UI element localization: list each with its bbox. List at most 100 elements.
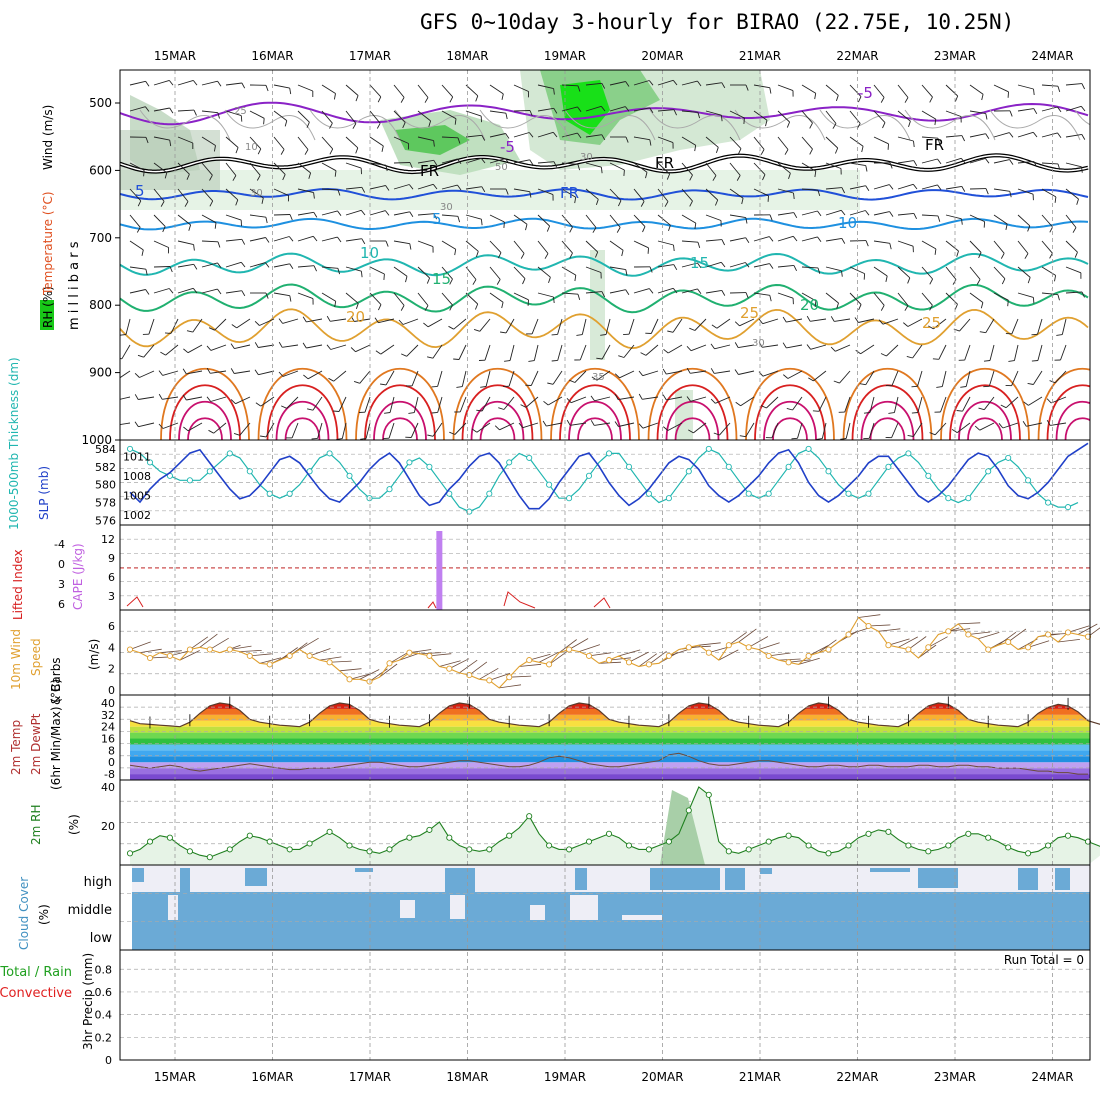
slp-tick-label: 1008 bbox=[123, 470, 151, 483]
thickness-line-point bbox=[406, 459, 413, 466]
wind10m-barb bbox=[399, 652, 421, 661]
wind-barb-flag bbox=[649, 266, 653, 273]
wind-barb bbox=[1061, 318, 1067, 335]
wind-barb bbox=[633, 288, 650, 294]
wind-barb-flag bbox=[596, 357, 603, 360]
cloud-high-block bbox=[760, 868, 772, 874]
wind-barb bbox=[945, 240, 959, 252]
rh-line-point bbox=[585, 838, 593, 845]
wind-barb bbox=[210, 370, 227, 374]
wind-barb bbox=[891, 422, 899, 438]
boundary-layer-contour bbox=[1046, 384, 1090, 440]
wind-barb bbox=[666, 396, 683, 401]
wind10m-barb bbox=[888, 638, 910, 646]
wind-speed-line-point bbox=[585, 652, 593, 659]
wind-barb-flag bbox=[254, 342, 259, 348]
wind-barb bbox=[489, 266, 501, 280]
cape-label: CAPE (J/kg) bbox=[71, 543, 85, 610]
wind-barb-flag bbox=[614, 421, 619, 427]
wind-barb bbox=[849, 185, 866, 190]
wind-barb-flag bbox=[288, 236, 294, 242]
wind-barb-flag bbox=[667, 330, 674, 333]
wind-barb bbox=[921, 136, 939, 139]
wind-barb bbox=[393, 162, 411, 164]
cloud-high-block bbox=[650, 868, 720, 890]
wind-barb bbox=[321, 292, 336, 302]
thickness-line-point bbox=[486, 490, 493, 497]
wind-barb-flag bbox=[1031, 333, 1038, 336]
wind-barb-flag bbox=[786, 121, 791, 128]
wind-barb bbox=[321, 266, 338, 269]
wind-barb bbox=[897, 183, 914, 190]
cloud-high-block bbox=[1055, 868, 1070, 890]
rh-line-point bbox=[486, 846, 493, 853]
wind-barb bbox=[964, 344, 971, 361]
y-tick-label: 1000 bbox=[81, 433, 112, 447]
wind-barb bbox=[738, 344, 755, 349]
y-tick-label: 800 bbox=[89, 298, 112, 312]
boundary-layer-contour bbox=[763, 401, 817, 440]
wind-barb bbox=[797, 422, 803, 439]
cloud-unit-group: (%) bbox=[37, 904, 51, 925]
wind-barb bbox=[201, 162, 213, 176]
wind-barb bbox=[753, 188, 769, 197]
slp-tick-label: 1011 bbox=[123, 450, 151, 463]
wind-barb bbox=[753, 236, 770, 242]
wind-barb bbox=[897, 136, 914, 142]
wind-barb-flag bbox=[505, 158, 510, 164]
wind-barb bbox=[585, 266, 602, 273]
wind-barb-flag bbox=[758, 341, 763, 348]
wind10m-barb bbox=[538, 651, 559, 663]
wind-barb bbox=[705, 162, 717, 176]
wind-barb bbox=[417, 213, 435, 216]
wind-barb bbox=[465, 134, 482, 138]
wind-barb-flag bbox=[350, 347, 356, 353]
wind-barb-flag bbox=[649, 288, 654, 294]
wind10m-barb bbox=[509, 675, 532, 678]
wind-barb bbox=[557, 318, 563, 335]
wind-barb-flag bbox=[313, 192, 315, 199]
wind-barb-flag bbox=[405, 276, 408, 283]
wind-barb bbox=[355, 344, 371, 353]
wind-barb bbox=[705, 136, 719, 148]
wind-barb-flag bbox=[865, 210, 870, 216]
wind-barb-flag bbox=[889, 184, 894, 190]
rh-line-point bbox=[705, 791, 712, 798]
wind-barb bbox=[537, 131, 554, 138]
wind-barb bbox=[777, 212, 794, 216]
temp-label-group-2: 2m DewPt bbox=[29, 713, 43, 775]
wind-barb-flag bbox=[145, 106, 150, 112]
wind-barb-flag bbox=[1000, 253, 1005, 259]
boundary-layer-contour bbox=[461, 384, 534, 440]
wind-barb-flag bbox=[235, 199, 239, 206]
wind-barb bbox=[153, 107, 170, 112]
wind-barb-flag bbox=[289, 88, 292, 95]
wind-barb-flag bbox=[745, 292, 749, 299]
top-date-label: 21MAR bbox=[739, 49, 781, 63]
rh-line-point bbox=[506, 832, 513, 839]
wind-barb-flag bbox=[355, 303, 359, 310]
wind-barb-flag bbox=[792, 236, 798, 242]
wind-barb bbox=[570, 422, 587, 426]
wind-speed-line-point bbox=[566, 646, 573, 653]
wind-barb bbox=[719, 422, 731, 436]
wind-barb bbox=[121, 344, 131, 360]
wind-barb-flag bbox=[888, 412, 895, 414]
wind10m-barb bbox=[299, 637, 319, 650]
wind-barb-flag bbox=[889, 162, 893, 169]
wind-barb-flag bbox=[278, 341, 283, 348]
wind-barb bbox=[609, 106, 626, 112]
wind-barb-flag bbox=[494, 425, 500, 431]
wind-barb bbox=[307, 370, 323, 380]
wind-barb-flag bbox=[255, 402, 262, 407]
wind-barb bbox=[330, 344, 347, 350]
wind-barb-flag bbox=[858, 304, 862, 311]
wind-barb-flag bbox=[734, 369, 739, 375]
wind-barb-flag bbox=[552, 132, 558, 138]
wind-speed-line-point bbox=[446, 665, 453, 672]
rh-area bbox=[130, 787, 1100, 865]
wind-barb bbox=[969, 266, 981, 280]
wind-barb bbox=[672, 318, 683, 333]
wind-barb-flag bbox=[569, 379, 576, 383]
